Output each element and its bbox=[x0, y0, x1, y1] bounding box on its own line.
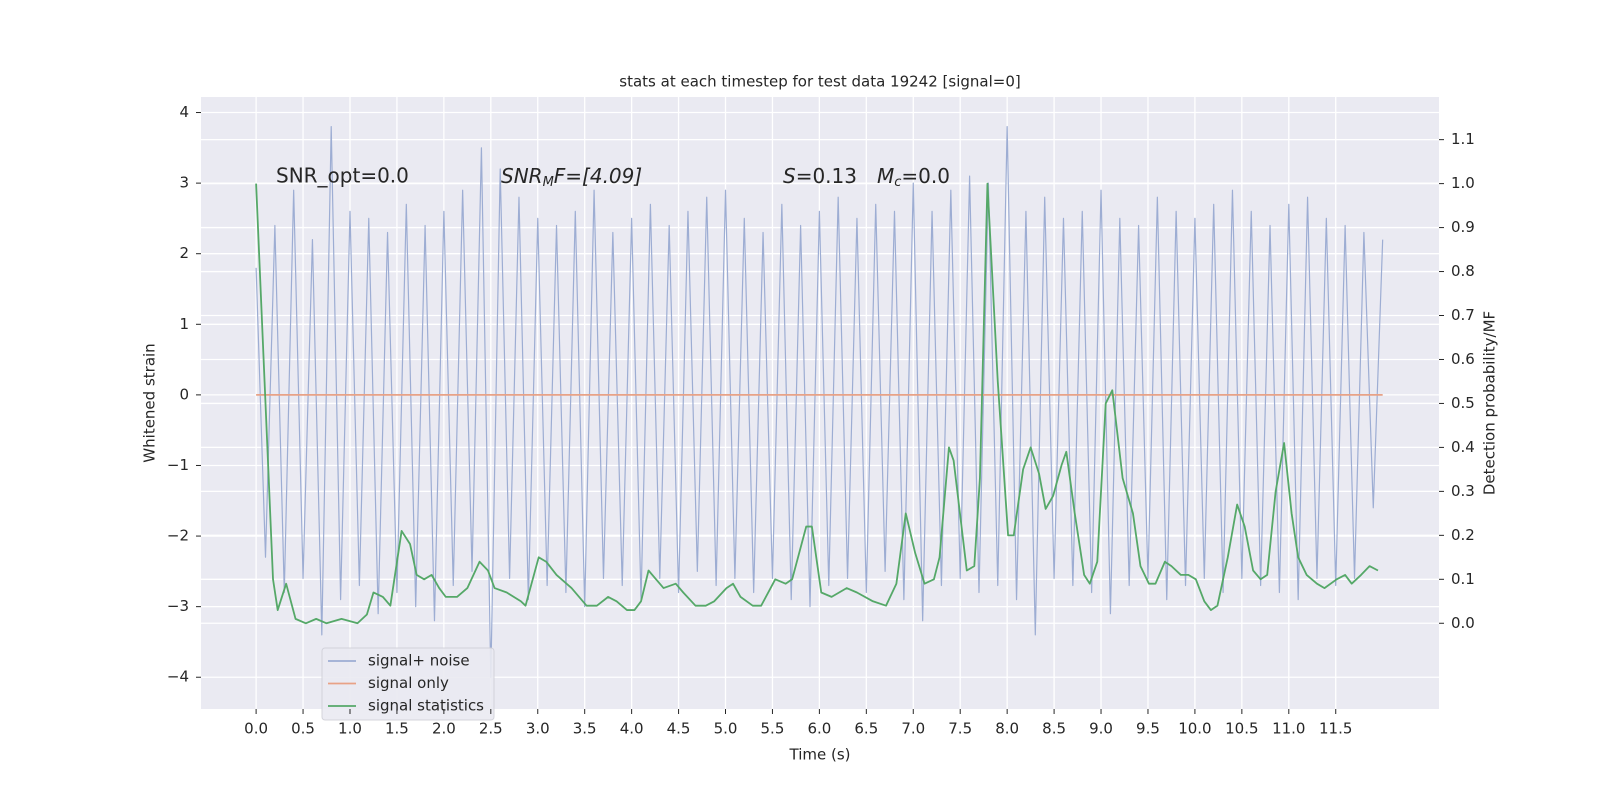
y-tick-label: 4 bbox=[179, 103, 189, 121]
x-tick-label: 9.5 bbox=[1136, 720, 1160, 738]
x-tick-label: 5.0 bbox=[714, 720, 738, 738]
y-tick-label: −1 bbox=[167, 456, 189, 474]
series-line bbox=[255, 182, 1379, 625]
annotation: SNRMF=[4.09] bbox=[501, 164, 642, 190]
marks bbox=[255, 126, 1384, 678]
x-tick-label: 4.5 bbox=[667, 720, 691, 738]
x-tick-label: 6.5 bbox=[854, 720, 878, 738]
x-tick-label: 2.5 bbox=[479, 720, 503, 738]
x-tick-label: 8.0 bbox=[995, 720, 1019, 738]
legend-label: signal only bbox=[368, 674, 449, 692]
annotations: SNR_opt=0.0 SNRMF=[4.09] S=0.13 Mc=0.0 bbox=[276, 164, 950, 190]
x-tick-label: 7.0 bbox=[901, 720, 925, 738]
grid bbox=[201, 97, 1439, 709]
y-axis-label: Whitened strain bbox=[141, 343, 159, 462]
y2-tick-label: 0.0 bbox=[1451, 614, 1475, 632]
y-tick-label: 0 bbox=[179, 385, 189, 403]
annotation-part: M bbox=[543, 175, 554, 190]
y2-axis-label: Detection probability/MF bbox=[1481, 311, 1499, 495]
x-tick-label: 6.0 bbox=[807, 720, 831, 738]
y2-tick-label: 1.0 bbox=[1451, 174, 1475, 192]
y2-tick-label: 0.5 bbox=[1451, 394, 1475, 412]
x-tick-label: 5.5 bbox=[761, 720, 785, 738]
annotation-part: SNR bbox=[501, 164, 543, 188]
x-tick-label: 11.5 bbox=[1319, 720, 1352, 738]
annotation-part: =0.13 bbox=[796, 164, 857, 188]
x-axis-label: Time (s) bbox=[789, 746, 851, 764]
y-tick-label: −2 bbox=[167, 527, 189, 545]
x-tick-label: 11.0 bbox=[1272, 720, 1305, 738]
annotation-part: M bbox=[877, 164, 894, 188]
x-tick-label: 3.5 bbox=[573, 720, 597, 738]
x-tick-label: 0.0 bbox=[244, 720, 268, 738]
x-tick-label: 2.0 bbox=[432, 720, 456, 738]
x-tick-label: 0.5 bbox=[291, 720, 315, 738]
chart-title: stats at each timestep for test data 192… bbox=[619, 73, 1020, 91]
annotation: Mc=0.0 bbox=[877, 164, 950, 190]
x-tick-label: 1.0 bbox=[338, 720, 362, 738]
y2-tick-label: 0.8 bbox=[1451, 262, 1475, 280]
x-tick-label: 10.0 bbox=[1178, 720, 1211, 738]
y-tick-label: 2 bbox=[179, 244, 189, 262]
annotation-part: c bbox=[894, 175, 901, 190]
x-tick-label: 1.5 bbox=[385, 720, 409, 738]
annotation-part: S bbox=[783, 164, 796, 188]
annotation-part: F=[4.09] bbox=[554, 164, 642, 188]
y-tick-label: −3 bbox=[167, 597, 189, 615]
x-tick-label: 10.5 bbox=[1225, 720, 1258, 738]
y2-tick-label: 0.1 bbox=[1451, 570, 1475, 588]
y2-tick-label: 0.4 bbox=[1451, 438, 1475, 456]
y-tick-label: −4 bbox=[167, 668, 189, 686]
annotation: S=0.13 bbox=[783, 164, 857, 188]
y2-tick-label: 1.1 bbox=[1451, 130, 1475, 148]
x-tick-label: 9.0 bbox=[1089, 720, 1113, 738]
x-tick-label: 8.5 bbox=[1042, 720, 1066, 738]
legend-label: signal+ noise bbox=[368, 652, 470, 670]
x-tick-label: 7.5 bbox=[948, 720, 972, 738]
legend-label: signal statistics bbox=[368, 697, 484, 715]
y2-tick-label: 0.3 bbox=[1451, 482, 1475, 500]
legend-box bbox=[321, 647, 495, 721]
x-tick-label: 3.0 bbox=[526, 720, 550, 738]
annotation-part: =0.0 bbox=[901, 164, 950, 188]
series-line bbox=[255, 126, 1384, 678]
annotation: SNR_opt=0.0 bbox=[276, 164, 409, 188]
legend: signal+ noise signal only signal statistic… bbox=[321, 647, 495, 721]
y-tick-label: 1 bbox=[179, 315, 189, 333]
y-tick-label: 3 bbox=[179, 174, 189, 192]
y2-tick-label: 0.6 bbox=[1451, 350, 1475, 368]
y2-tick-label: 0.9 bbox=[1451, 218, 1475, 236]
y2-tick-label: 0.2 bbox=[1451, 526, 1475, 544]
x-tick-label: 4.0 bbox=[620, 720, 644, 738]
y2-tick-label: 0.7 bbox=[1451, 306, 1475, 324]
